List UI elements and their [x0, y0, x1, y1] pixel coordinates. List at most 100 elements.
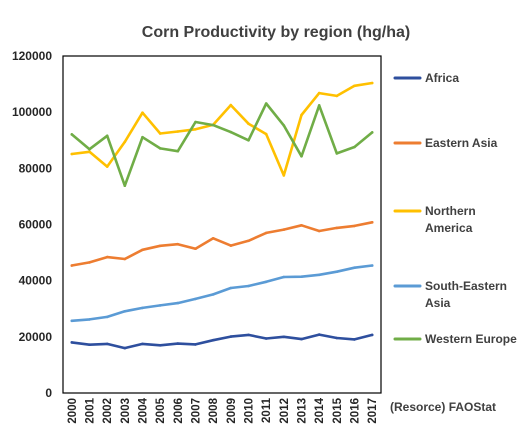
data-point-western-europe — [229, 130, 233, 134]
y-tick-label: 120000 — [12, 49, 52, 63]
x-tick-label: 2013 — [297, 398, 309, 424]
data-point-northern-america — [247, 122, 250, 125]
data-point-northern-america — [158, 132, 162, 135]
data-point-northern-america — [370, 81, 374, 85]
data-point-northern-america — [123, 140, 127, 144]
data-point-south-eastern-asia — [353, 266, 356, 270]
y-tick-label: 80000 — [19, 161, 53, 175]
data-point-south-eastern-asia — [229, 286, 233, 290]
data-point-western-europe — [194, 120, 197, 124]
data-point-western-europe — [300, 155, 303, 158]
data-point-south-eastern-asia — [282, 275, 286, 279]
x-tick-label: 2015 — [332, 397, 344, 423]
data-point-northern-america — [317, 91, 321, 95]
y-axis-ticks: 0 20000 40000 60000 80000 100000 120000 — [12, 49, 52, 400]
data-point-eastern-asia — [70, 264, 74, 267]
data-point-africa — [105, 342, 109, 346]
legend-label-northern-america: Northern America — [425, 204, 476, 235]
series-line-northern-america — [70, 81, 374, 177]
legend-label-africa: Africa — [425, 71, 459, 85]
data-point-northern-america — [176, 130, 180, 133]
data-point-south-eastern-asia — [88, 318, 91, 321]
data-point-eastern-asia — [229, 244, 233, 247]
data-point-western-europe — [247, 139, 250, 142]
data-point-south-eastern-asia — [123, 310, 127, 313]
data-point-northern-america — [70, 152, 74, 156]
x-tick-label: 2010 — [244, 398, 256, 424]
data-point-south-eastern-asia — [141, 306, 144, 310]
data-point-africa — [88, 343, 91, 347]
data-point-south-eastern-asia — [70, 319, 74, 323]
data-point-africa — [70, 341, 74, 344]
data-point-northern-america — [88, 150, 91, 154]
x-tick-label: 2000 — [67, 398, 79, 424]
data-point-eastern-asia — [370, 221, 374, 224]
data-point-eastern-asia — [317, 229, 321, 233]
data-point-eastern-asia — [194, 247, 197, 250]
legend-label-eastern-asia: Eastern Asia — [425, 136, 498, 150]
data-point-western-europe — [264, 102, 268, 105]
data-point-western-europe — [353, 145, 356, 149]
data-point-africa — [282, 335, 286, 339]
x-tick-label: 2009 — [226, 398, 238, 424]
y-tick-label: 0 — [45, 386, 52, 400]
data-point-south-eastern-asia — [158, 304, 162, 307]
data-point-south-eastern-asia — [300, 275, 303, 279]
data-point-eastern-asia — [176, 242, 180, 246]
data-point-africa — [370, 333, 374, 337]
data-point-eastern-asia — [300, 224, 303, 227]
series-line-western-europe — [70, 102, 374, 187]
data-point-south-eastern-asia — [370, 264, 374, 267]
x-tick-label: 2008 — [208, 397, 220, 423]
x-tick-label: 2017 — [367, 398, 379, 424]
x-tick-label: 2002 — [102, 398, 114, 424]
data-point-south-eastern-asia — [176, 301, 180, 305]
y-tick-label: 60000 — [19, 218, 53, 232]
legend-label-south-eastern-asia: South-Eastern Asia — [425, 279, 507, 310]
data-point-africa — [264, 337, 268, 340]
data-point-western-europe — [70, 133, 74, 136]
data-point-northern-america — [353, 84, 356, 88]
data-point-northern-america — [105, 165, 109, 168]
data-point-africa — [317, 333, 321, 336]
data-point-south-eastern-asia — [335, 270, 339, 274]
data-point-eastern-asia — [353, 224, 356, 228]
x-axis-ticks: 2000 2001 2002 2003 2004 2005 2006 2007 2008 2009… — [67, 397, 379, 423]
x-tick-label: 2004 — [138, 397, 150, 423]
data-point-eastern-asia — [282, 228, 286, 231]
x-tick-label: 2014 — [314, 397, 326, 423]
data-point-eastern-asia — [105, 255, 109, 259]
series-line-eastern-asia — [70, 221, 374, 267]
data-point-africa — [229, 335, 233, 338]
x-tick-label: 2005 — [155, 397, 167, 423]
data-point-northern-america — [141, 111, 144, 114]
data-point-south-eastern-asia — [194, 297, 197, 301]
data-point-northern-america — [282, 174, 286, 177]
data-point-western-europe — [105, 134, 109, 138]
data-point-northern-america — [229, 103, 233, 107]
data-point-western-europe — [123, 184, 127, 187]
legend-label-western-europe: Western Europe — [425, 332, 517, 346]
y-tick-label: 100000 — [12, 105, 52, 119]
data-point-south-eastern-asia — [105, 315, 109, 319]
data-point-eastern-asia — [264, 231, 268, 235]
data-point-africa — [194, 343, 197, 346]
data-point-south-eastern-asia — [317, 273, 321, 277]
x-tick-label: 2007 — [191, 398, 203, 424]
legend: Africa Eastern Asia Northern America South-E… — [393, 71, 517, 346]
chart-title: Corn Productivity by region (hg/ha) — [142, 24, 410, 41]
data-point-africa — [211, 338, 215, 342]
data-point-western-europe — [158, 147, 162, 150]
data-point-western-europe — [317, 104, 321, 107]
data-point-south-eastern-asia — [247, 284, 250, 288]
data-point-africa — [176, 342, 180, 345]
data-point-africa — [158, 344, 162, 347]
source-note: (Resorce) FAOStat — [390, 400, 496, 414]
data-point-northern-america — [300, 113, 303, 117]
data-point-western-europe — [211, 123, 215, 127]
data-point-northern-america — [335, 94, 339, 98]
x-tick-label: 2006 — [173, 398, 185, 424]
data-point-western-europe — [88, 147, 91, 151]
data-point-eastern-asia — [335, 226, 339, 230]
series-line-south-eastern-asia — [70, 264, 374, 323]
